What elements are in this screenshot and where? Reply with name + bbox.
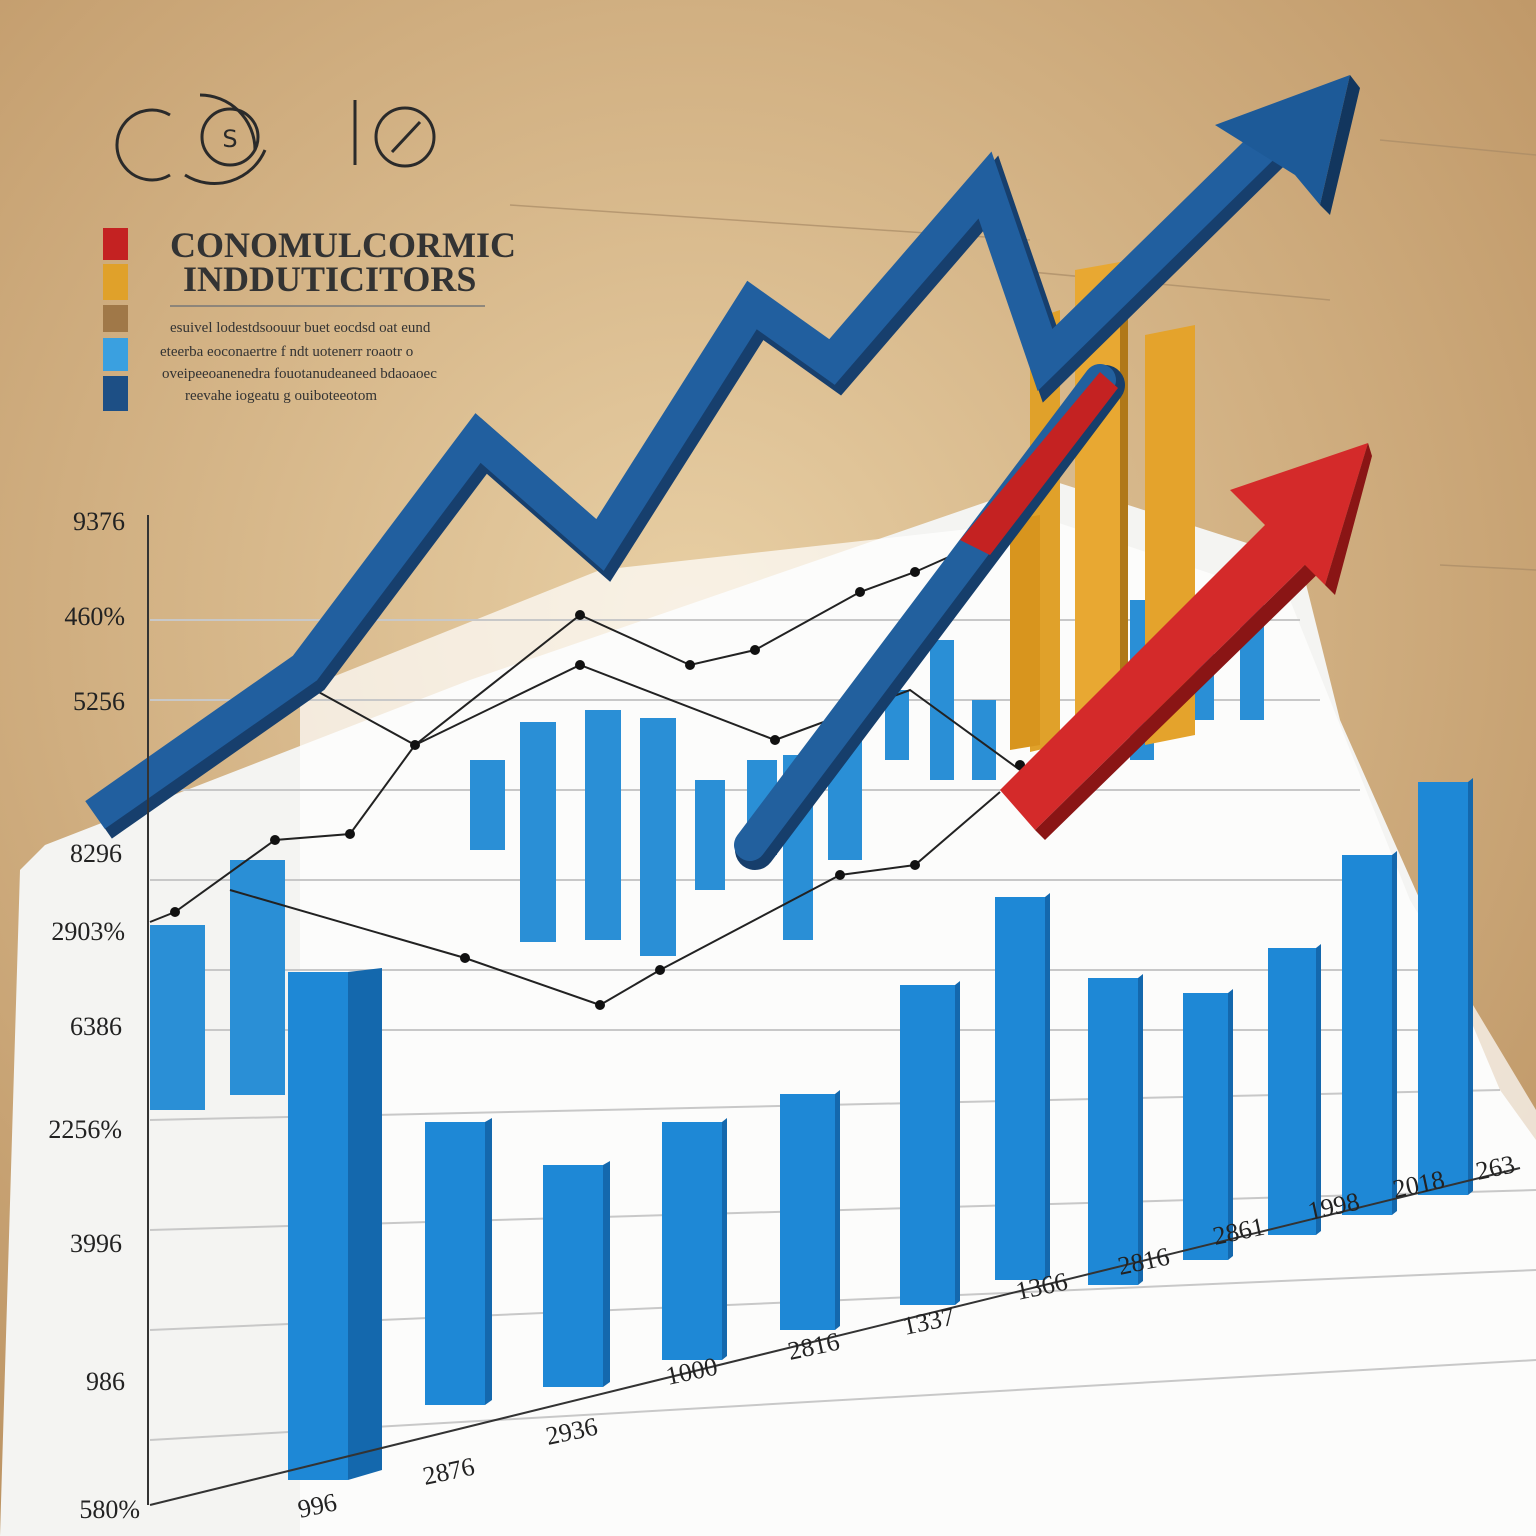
y-label: 986: [86, 1367, 125, 1396]
title: INDDUTICITORS: [183, 259, 476, 299]
trend-points: [170, 567, 1025, 1010]
description: oveipeeoanenedra fouotanudeaneed bdaoaoe…: [162, 366, 437, 382]
description: reevahe iogeatu g ouiboteeotom: [185, 388, 377, 404]
description: eteerba eoconaertre f ndt uotenerr roaot…: [160, 344, 413, 360]
blue-trend-arrow: [85, 75, 1360, 839]
y-label: 5256: [73, 687, 125, 716]
title: CONOMULCORMIC: [170, 225, 516, 265]
y-label: 580%: [79, 1495, 140, 1524]
y-label: 2903%: [51, 917, 125, 946]
y-label: 3996: [70, 1229, 122, 1258]
description: esuivel lodestdsoouur buet eocdsd oat eu…: [170, 320, 431, 336]
y-label: 9376: [73, 507, 125, 536]
legend-swatches: [103, 228, 128, 411]
axes: [147, 515, 1521, 1506]
y-labels: 9376 460% 5256 8296 2903% 6386 2256% 399…: [48, 507, 140, 1524]
y-label: 460%: [64, 602, 125, 631]
y-label: 2256%: [48, 1115, 122, 1144]
red-arrow: [960, 372, 1372, 840]
front-bars: [288, 778, 1473, 1480]
icons: [115, 93, 436, 185]
y-label: 8296: [70, 839, 122, 868]
icon-glyph: S: [222, 125, 237, 153]
y-label: 6386: [70, 1012, 122, 1041]
